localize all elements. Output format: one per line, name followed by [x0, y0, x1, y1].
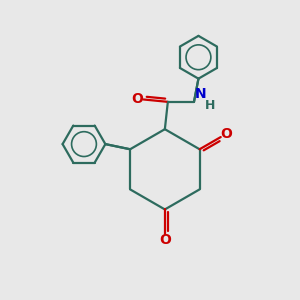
Text: O: O	[131, 92, 143, 106]
Text: H: H	[205, 99, 216, 112]
Text: N: N	[195, 87, 206, 101]
Text: O: O	[159, 233, 171, 248]
Text: O: O	[220, 127, 232, 141]
